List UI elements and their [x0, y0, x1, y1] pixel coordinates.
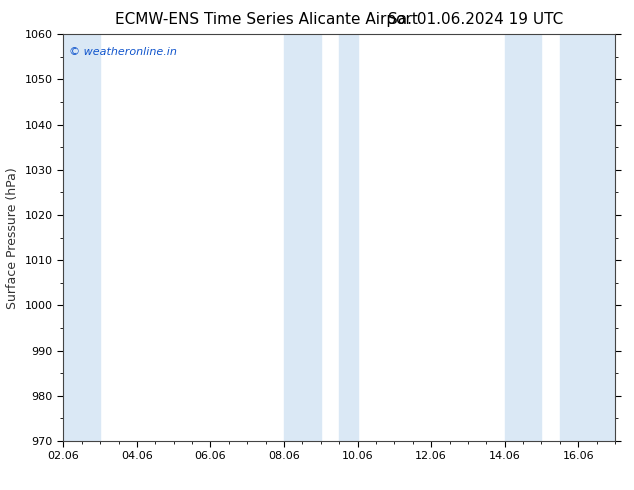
Bar — [505, 34, 541, 441]
Text: © weatheronline.in: © weatheronline.in — [69, 47, 177, 56]
Bar — [63, 34, 100, 441]
Bar — [560, 34, 615, 441]
Y-axis label: Surface Pressure (hPa): Surface Pressure (hPa) — [6, 167, 19, 309]
Text: Sa. 01.06.2024 19 UTC: Sa. 01.06.2024 19 UTC — [388, 12, 563, 27]
Bar — [339, 34, 358, 441]
Text: ECMW-ENS Time Series Alicante Airport: ECMW-ENS Time Series Alicante Airport — [115, 12, 418, 27]
Bar — [284, 34, 321, 441]
